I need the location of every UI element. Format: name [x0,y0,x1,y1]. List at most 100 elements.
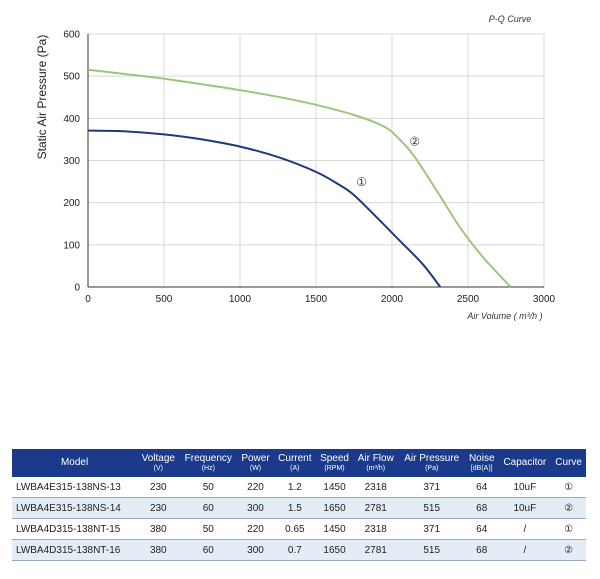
table-cell: 515 [398,497,466,519]
column-header-unit: (m³/h) [366,464,386,472]
column-header-unit: (W) [249,464,262,472]
table-cell: 2781 [353,539,399,561]
curve-label-2: ② [409,135,420,149]
x-tick-label: 3000 [533,294,556,305]
column-header-unit: (Pa) [425,464,439,472]
x-tick-label: 0 [85,294,91,305]
column-header-label: Voltage [141,453,175,465]
table-row: LWBA4E315-138NS-14 230 60 300 1.5 1650 2781 515… [12,497,586,519]
table-cell: / [498,518,552,540]
column-header-label: Air Pressure [404,453,460,465]
table-cell: 1650 [315,497,354,519]
table-cell: 1450 [315,477,354,498]
pq-chart: 0 500 1000 1500 2000 2500 3000 0 100 200 300 400 500… [35,14,556,321]
x-tick-label: 500 [156,294,173,305]
table-cell: 60 [179,497,238,519]
table-cell: 64 [465,477,499,498]
spec-table: Model Voltage (V) Frequency (Hz) Power (W) Curr… [12,449,586,561]
table-cell: 300 [237,539,274,561]
series-line-2 [87,68,512,288]
column-header: Curve [551,449,586,477]
y-tick-label: 100 [63,240,80,251]
table-cell: LWBA4E315-138NS-13 [12,477,138,498]
table-cell: / [498,539,552,561]
table-cell: 2781 [353,497,399,519]
column-header-label: Curve [555,456,582,468]
table-cell: 230 [137,477,180,498]
table-cell: 371 [398,477,466,498]
curve-labels: ①② [356,135,420,189]
y-axis-label: Static Air Pressure (Pa) [35,35,49,160]
table-cell: 380 [137,518,180,540]
table-cell: 64 [465,518,499,540]
table-cell: 0.65 [273,518,316,540]
grid [87,33,545,288]
table-row: LWBA4D315-138NT-15 380 50 220 0.65 1450 2318 37… [12,518,586,540]
axes: 0 500 1000 1500 2000 2500 3000 0 100 200 300 400 500… [63,30,555,306]
table-cell: 220 [237,518,274,540]
column-header-label: Air Flow [357,453,394,465]
table-row: LWBA4D315-138NT-16 380 60 300 0.7 1650 2781 515… [12,539,586,561]
table-cell: 1450 [315,518,354,540]
column-header: Model [12,449,138,477]
column-header: Frequency (Hz) [179,449,238,477]
table-cell: 230 [137,497,180,519]
column-header-unit: (A) [290,464,300,472]
x-tick-label: 1500 [305,294,328,305]
column-header: Capacitor [498,449,552,477]
table-cell: ② [551,497,586,519]
table-cell: 68 [465,497,499,519]
table-cell: LWBA4D315-138NT-16 [12,539,138,561]
y-tick-label: 0 [74,283,80,294]
column-header: Air Pressure (Pa) [398,449,466,477]
column-header-label: Power [241,453,270,465]
table-cell: 300 [237,497,274,519]
column-header-unit: [dB(A)] [470,464,493,472]
column-header-label: Capacitor [503,456,547,468]
column-header: Current (A) [273,449,316,477]
table-row: LWBA4E315-138NS-13 230 50 220 1.2 1450 2318 371… [12,477,586,498]
table-cell: LWBA4D315-138NT-15 [12,518,138,540]
table-cell: 68 [465,539,499,561]
table-cell: 1.5 [273,497,316,519]
table-cell: 50 [179,477,238,498]
table-cell: 50 [179,518,238,540]
table-cell: 60 [179,539,238,561]
series-line-1 [87,129,442,288]
x-axis-label: Air Volume ( m³/h ) [466,311,542,321]
table-header-row: Model Voltage (V) Frequency (Hz) Power (W) Curr… [12,449,586,477]
table-cell: 2318 [353,518,399,540]
y-tick-label: 500 [63,72,80,83]
table-cell: 10uF [498,497,552,519]
column-header: Noise [dB(A)] [465,449,499,477]
series-lines [87,68,512,288]
y-tick-label: 300 [63,156,80,167]
y-tick-label: 600 [63,30,80,41]
table-cell: 220 [237,477,274,498]
y-tick-label: 200 [63,198,80,209]
column-header-unit: (Hz) [201,464,215,472]
column-header-label: Noise [468,453,495,465]
table-body: LWBA4E315-138NS-13 230 50 220 1.2 1450 2318 371… [12,477,586,561]
x-tick-label: 1000 [229,294,252,305]
table-cell: ① [551,518,586,540]
column-header-unit: (V) [153,464,163,472]
table-cell: LWBA4E315-138NS-14 [12,497,138,519]
table-cell: 10uF [498,477,552,498]
table-cell: 1650 [315,539,354,561]
column-header-label: Speed [320,453,349,465]
x-tick-label: 2000 [381,294,404,305]
x-tick-label: 2500 [457,294,480,305]
table-cell: ② [551,539,586,561]
column-header: Speed (RPM) [315,449,354,477]
table-cell: 515 [398,539,466,561]
table-cell: 380 [137,539,180,561]
column-header: Air Flow (m³/h) [353,449,399,477]
table-cell: 0.7 [273,539,316,561]
table-cell: ① [551,477,586,498]
column-header: Voltage (V) [137,449,180,477]
y-tick-label: 400 [63,114,80,125]
column-header-label: Frequency [184,453,232,465]
column-header: Power (W) [237,449,274,477]
column-header-unit: (RPM) [324,464,345,472]
